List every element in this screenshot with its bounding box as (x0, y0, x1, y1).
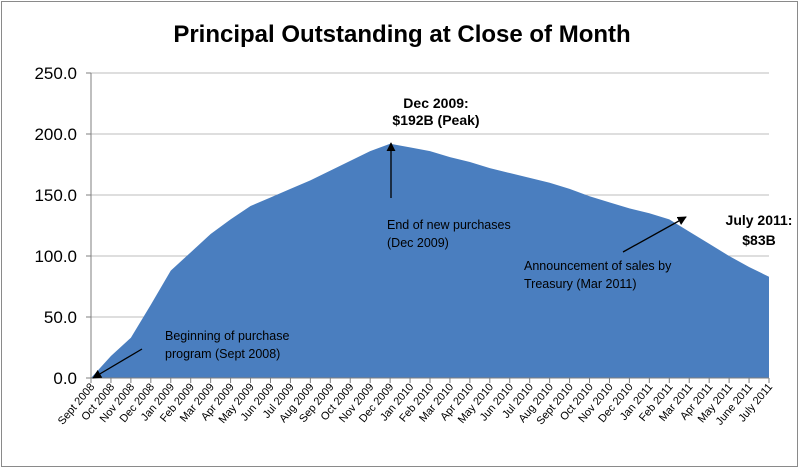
axes (86, 72, 770, 383)
y-tick-label: 0.0 (53, 369, 77, 388)
annotation-begin: Beginning of purchase program (Sept 2008) (165, 329, 289, 361)
arrow-treasury (622, 216, 687, 253)
y-tick-label: 50.0 (44, 308, 77, 327)
annotation-treasury: Announcement of sales by Treasury (Mar 20… (524, 259, 672, 291)
area-series (90, 143, 770, 379)
annotation-end: End of new purchases (Dec 2009) (387, 218, 511, 250)
y-tick-label: 200.0 (34, 125, 77, 144)
annotations: Dec 2009: $192B (Peak) End of new purchase… (92, 95, 793, 379)
chart-title: Principal Outstanding at Close of Month (173, 21, 630, 48)
y-tick-label: 100.0 (34, 247, 77, 266)
y-tick-label: 150.0 (34, 186, 77, 205)
arrow-begin (92, 348, 143, 379)
y-tick-label: 250.0 (34, 64, 77, 83)
annotation-peak: Dec 2009: $192B (Peak) (392, 95, 479, 128)
annotation-july: July 2011: $83B (726, 212, 793, 248)
y-axis-ticks: 0.0 50.0 100.0 150.0 200.0 250.0 (34, 64, 77, 388)
area-fill (91, 143, 769, 378)
